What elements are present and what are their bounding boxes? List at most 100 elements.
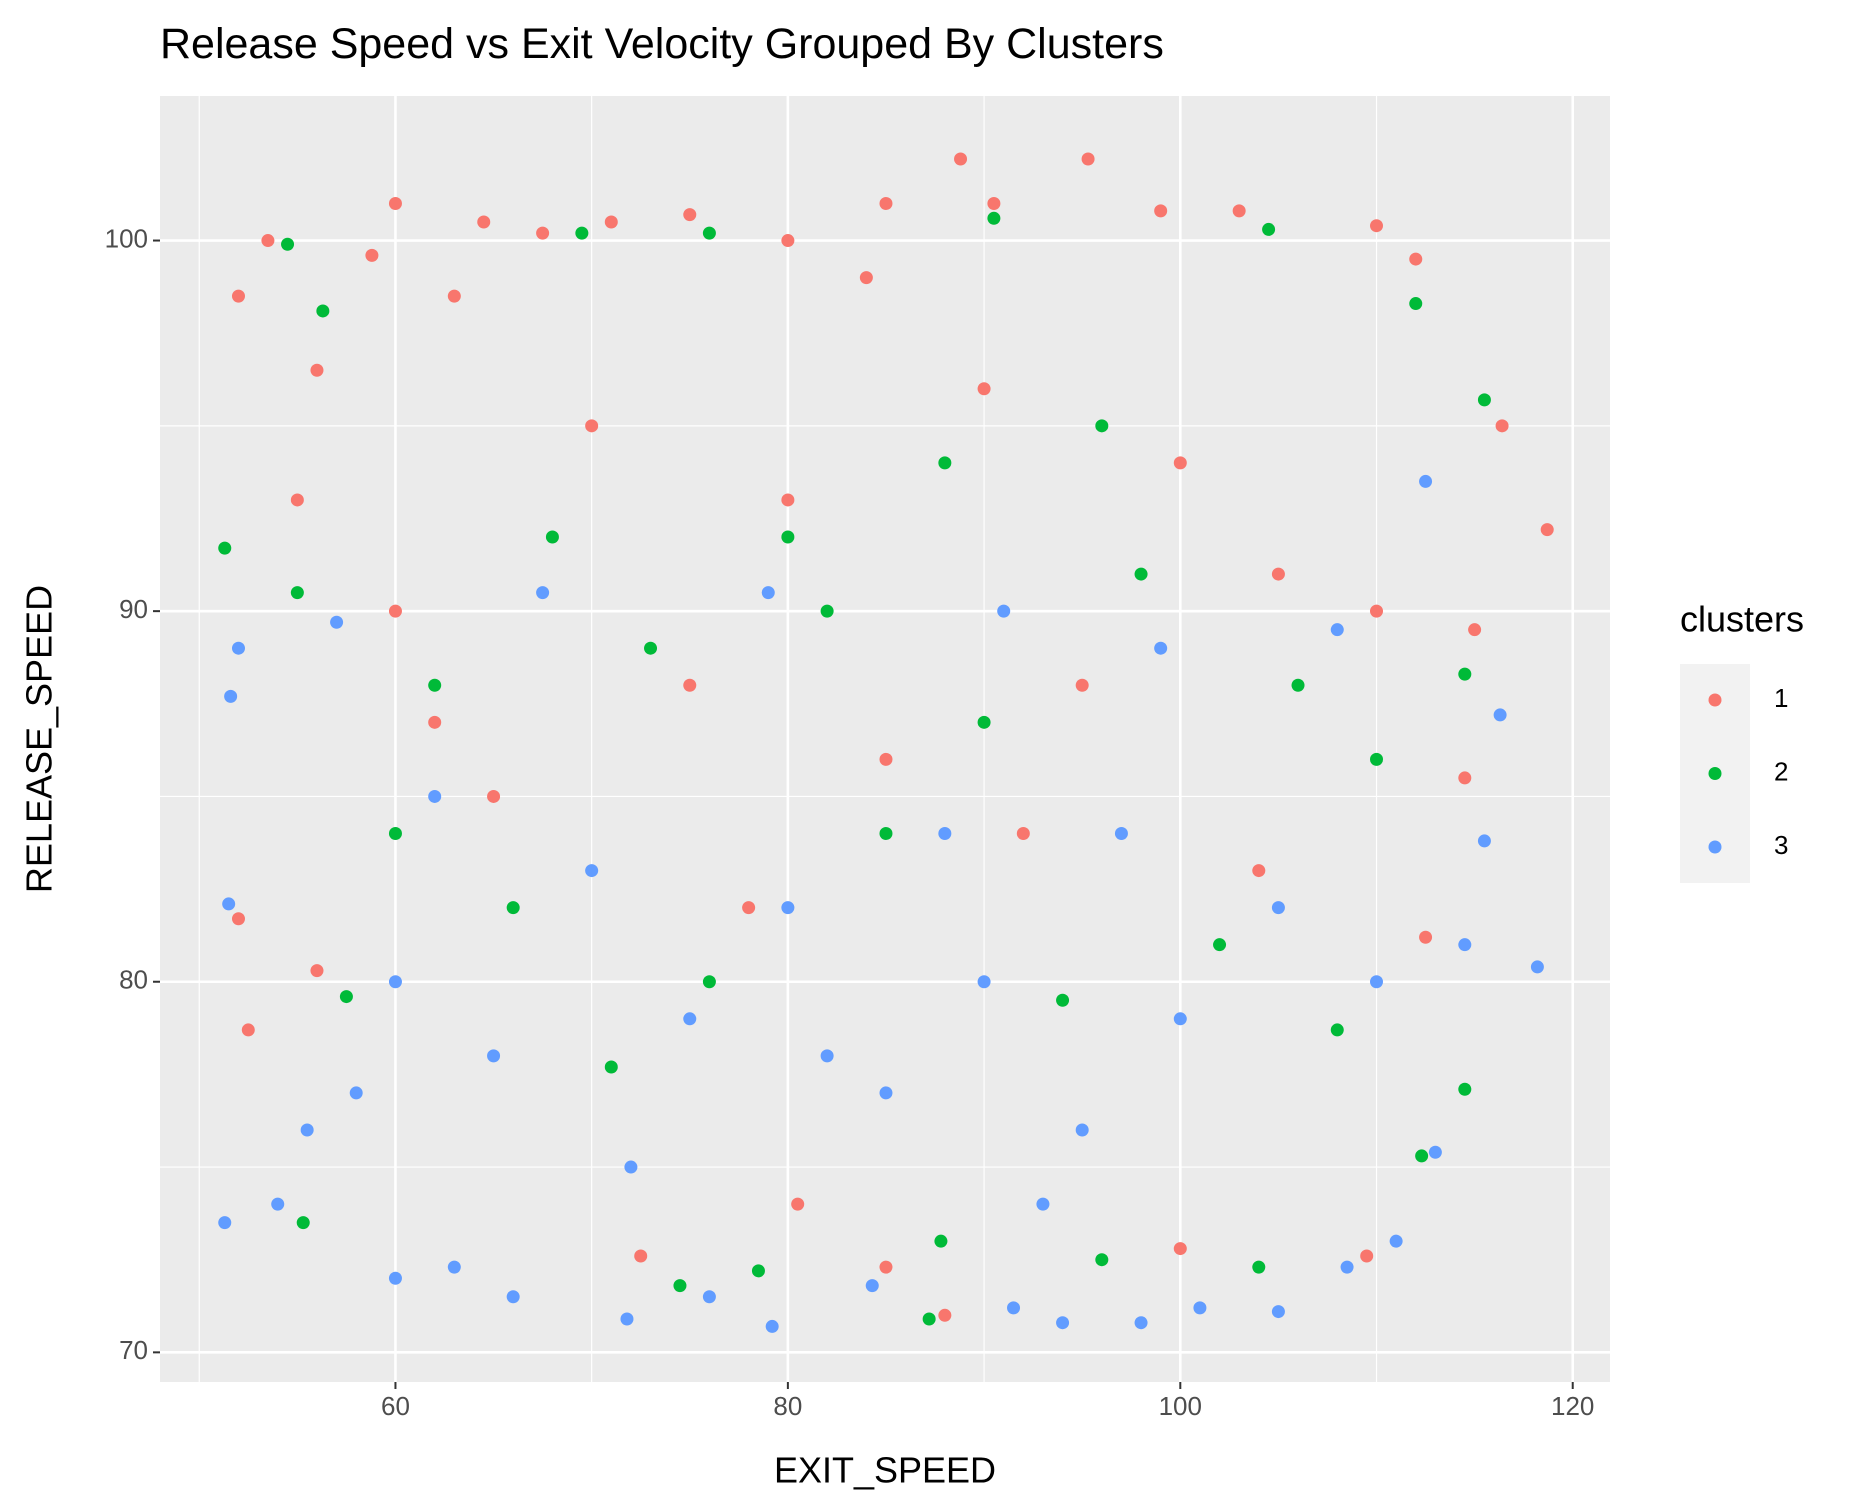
point	[683, 1012, 697, 1026]
point	[781, 493, 795, 507]
point	[1330, 1023, 1344, 1037]
axes: 60 80 100 120 70 80 90 100	[105, 223, 1595, 1420]
point	[673, 1279, 687, 1293]
point	[310, 964, 324, 978]
legend-label: 3	[1774, 830, 1788, 860]
point	[1370, 604, 1384, 618]
point	[300, 1123, 314, 1137]
point	[1428, 1145, 1442, 1159]
point	[506, 901, 520, 915]
point	[1134, 1316, 1148, 1330]
point	[1154, 641, 1168, 655]
point	[781, 234, 795, 248]
point	[310, 363, 324, 377]
point	[620, 1312, 634, 1326]
point	[585, 419, 599, 433]
point	[296, 1216, 310, 1230]
point	[1458, 771, 1472, 785]
point	[1075, 1123, 1089, 1137]
point	[938, 1308, 952, 1322]
legend-swatch	[1708, 840, 1722, 854]
x-tick-label: 80	[773, 1391, 802, 1421]
point	[1495, 419, 1509, 433]
point	[388, 975, 402, 989]
point	[977, 715, 991, 729]
point	[604, 215, 618, 229]
point	[1213, 938, 1227, 952]
point	[1262, 222, 1276, 236]
point	[938, 456, 952, 470]
x-axis-title: EXIT_SPEED	[774, 1450, 996, 1491]
legend: clusters 1 2 3	[1680, 599, 1804, 883]
point	[1271, 1305, 1285, 1319]
point	[1193, 1301, 1207, 1315]
point	[428, 715, 442, 729]
legend-swatch	[1708, 767, 1722, 780]
point	[702, 226, 716, 240]
point	[1477, 834, 1491, 848]
point	[1370, 219, 1384, 233]
point	[938, 827, 952, 841]
point	[1477, 393, 1491, 407]
point	[1493, 708, 1507, 722]
point	[487, 789, 501, 803]
point	[1415, 1149, 1429, 1163]
point	[1468, 623, 1482, 637]
point	[536, 586, 550, 600]
point	[1081, 152, 1095, 166]
point	[1154, 204, 1168, 218]
point	[1360, 1249, 1374, 1263]
point	[339, 990, 353, 1004]
point	[1036, 1197, 1050, 1211]
point	[997, 604, 1011, 618]
point	[224, 689, 238, 703]
point	[1173, 456, 1187, 470]
point	[977, 382, 991, 396]
point	[683, 678, 697, 692]
point	[1134, 567, 1148, 581]
point	[388, 827, 402, 841]
point	[388, 1271, 402, 1285]
point	[702, 975, 716, 989]
point	[683, 208, 697, 222]
point	[820, 604, 834, 618]
point	[1409, 297, 1423, 311]
point	[1232, 204, 1246, 218]
point	[585, 864, 599, 878]
point	[879, 1086, 893, 1100]
y-axis-title: RELEASE_SPEED	[19, 585, 60, 893]
point	[1389, 1234, 1403, 1248]
point	[218, 1216, 232, 1230]
point	[879, 196, 893, 210]
point	[222, 897, 236, 911]
x-tick-label: 120	[1551, 1391, 1594, 1421]
point	[977, 975, 991, 989]
point	[1173, 1012, 1187, 1026]
legend-label: 1	[1774, 683, 1788, 713]
plot-panel	[160, 96, 1610, 1382]
point	[987, 196, 1001, 210]
point	[634, 1249, 648, 1263]
point	[281, 237, 295, 251]
point	[1291, 678, 1305, 692]
point	[349, 1086, 363, 1100]
legend-label: 2	[1774, 756, 1788, 786]
point	[865, 1279, 879, 1293]
point	[624, 1160, 638, 1174]
point	[428, 789, 442, 803]
point	[388, 604, 402, 618]
point	[1409, 252, 1423, 266]
point	[1540, 523, 1554, 537]
point	[761, 586, 775, 600]
point	[365, 248, 379, 262]
point	[271, 1197, 285, 1211]
point	[477, 215, 491, 229]
point	[575, 226, 589, 240]
point	[1016, 827, 1030, 841]
point	[1530, 960, 1544, 974]
point	[1114, 827, 1128, 841]
grid	[160, 96, 1610, 1382]
point	[388, 196, 402, 210]
point	[742, 901, 756, 915]
